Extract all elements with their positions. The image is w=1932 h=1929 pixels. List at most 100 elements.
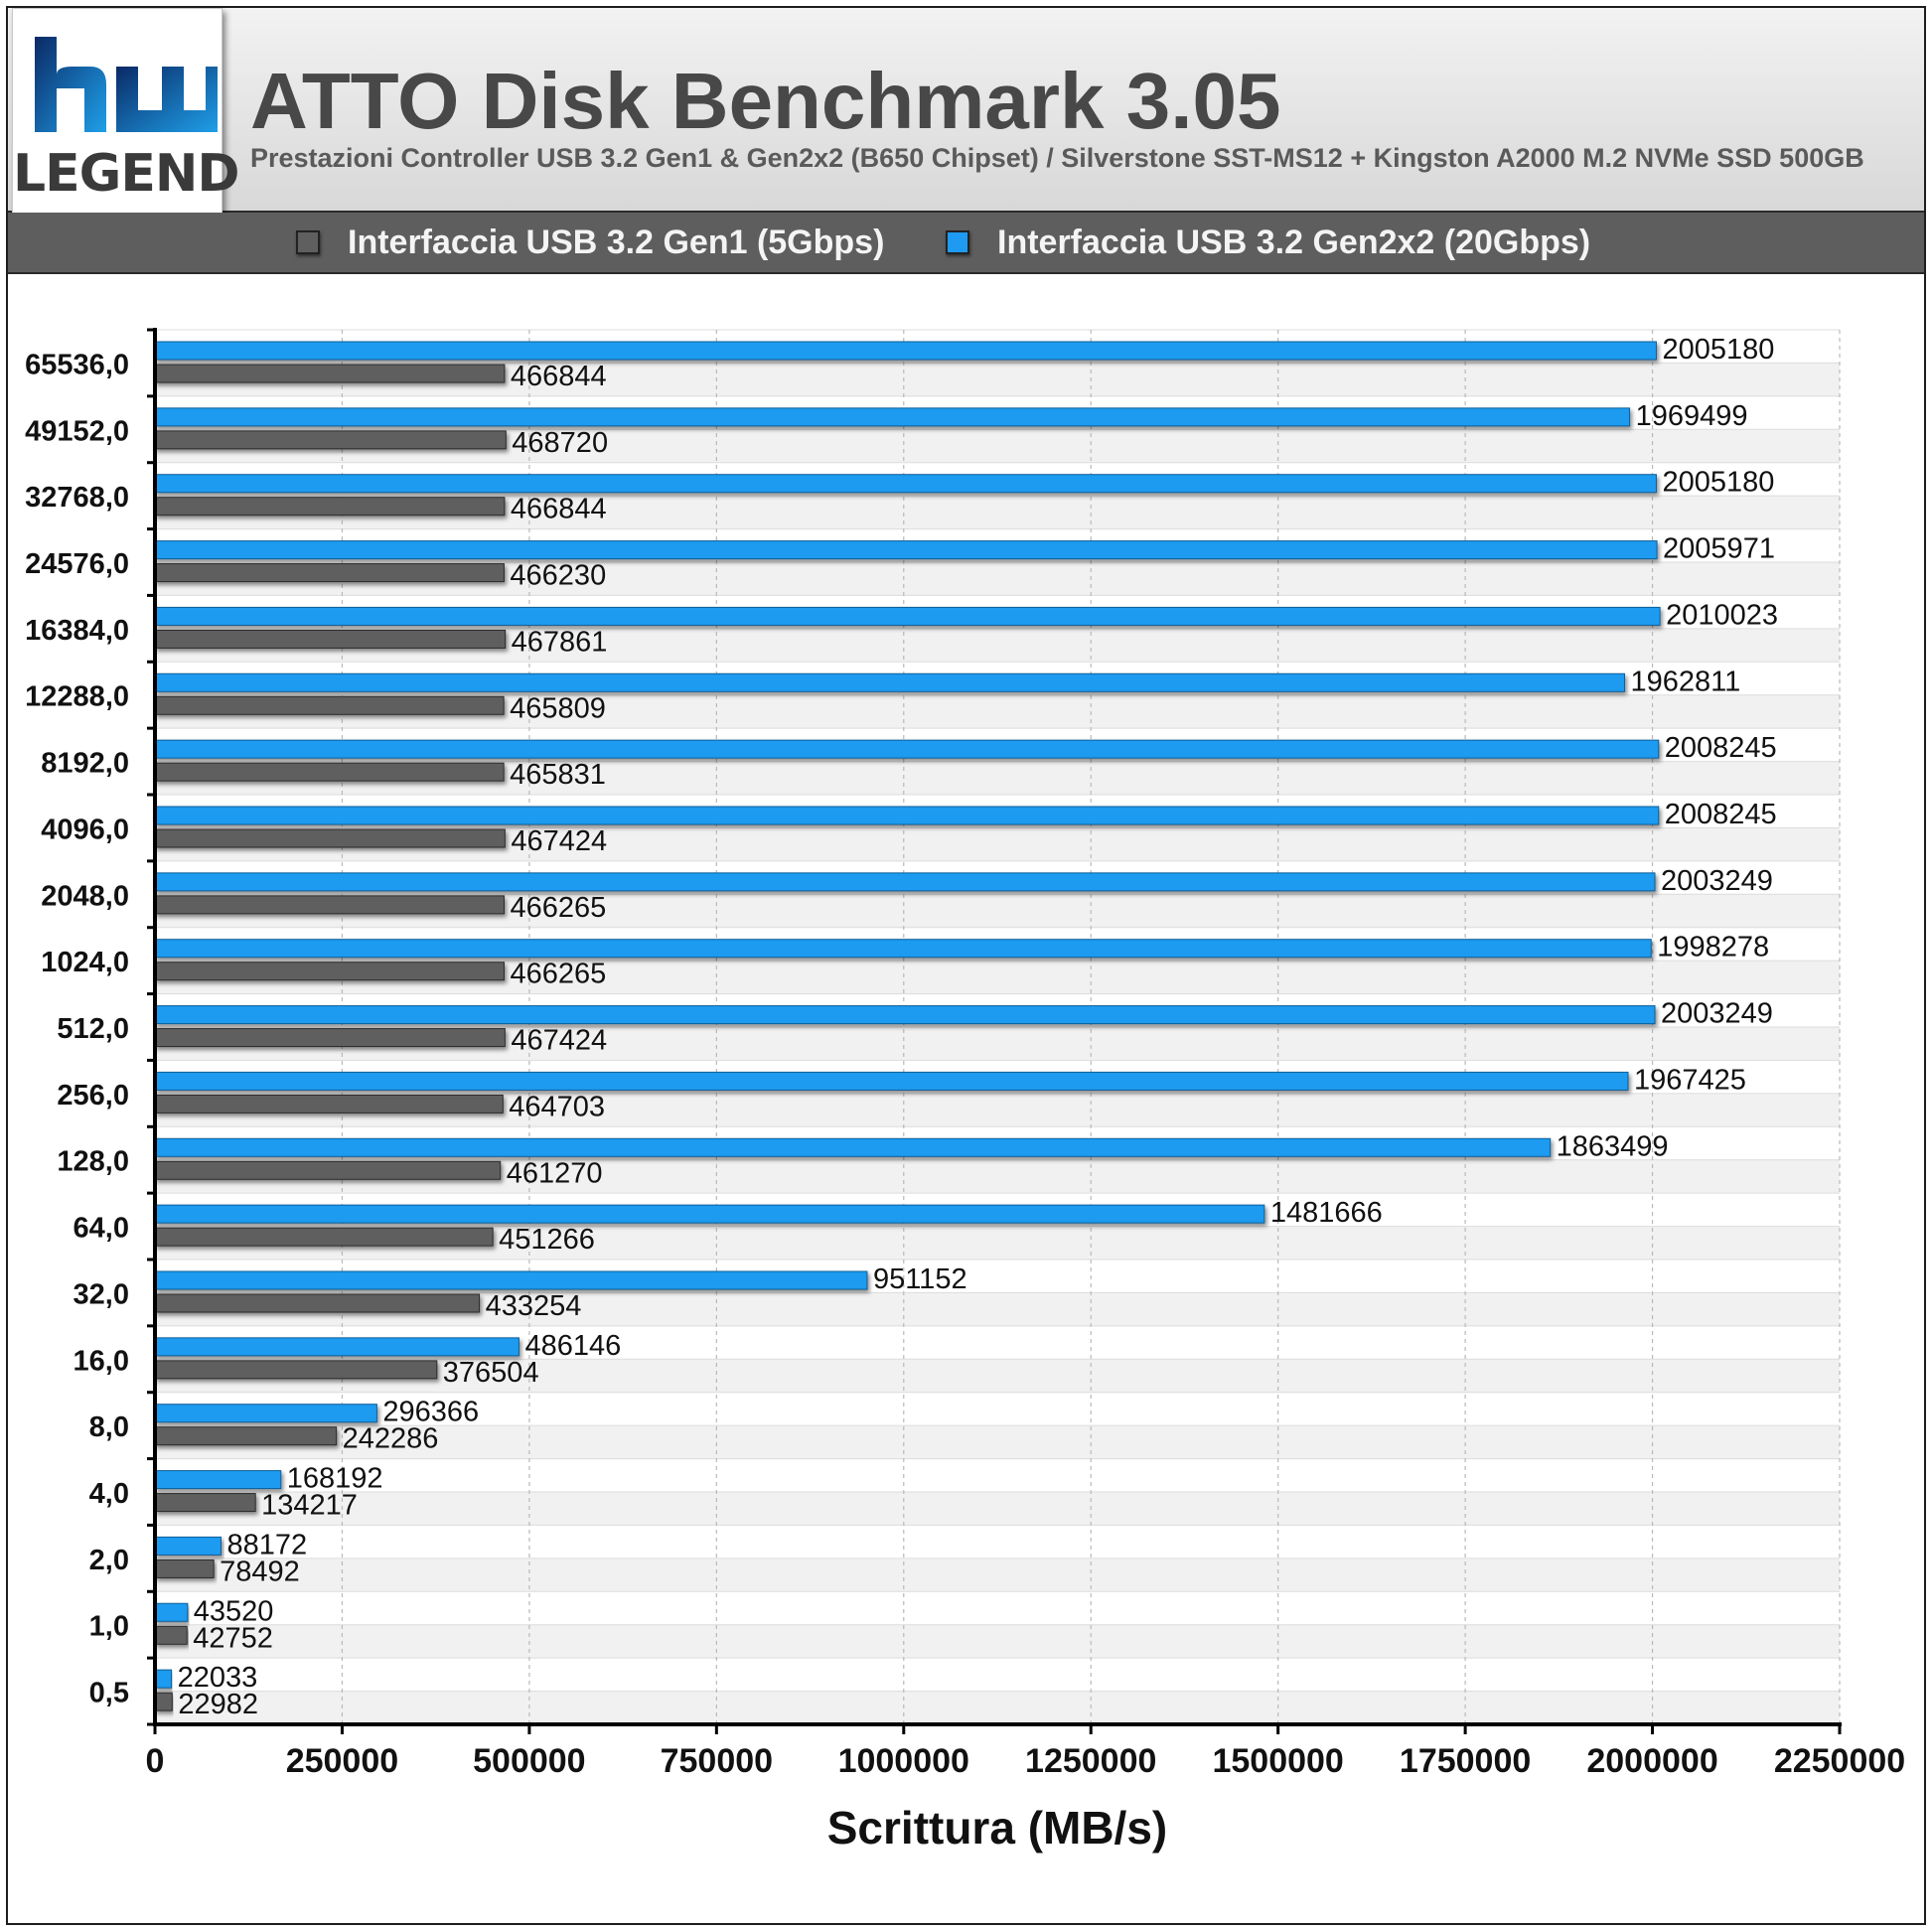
y-tick-label: 1,0 — [89, 1611, 129, 1643]
data-label-gen1: 461270 — [507, 1157, 603, 1189]
data-label-gen1: 466844 — [511, 361, 607, 392]
bar-gen1 — [154, 762, 505, 782]
data-label-gen1: 433254 — [486, 1290, 582, 1322]
bar-gen2x2 — [154, 341, 1657, 361]
bar-gen2x2 — [154, 1005, 1656, 1025]
data-label-gen1: 464703 — [509, 1091, 605, 1122]
data-label-gen2x2: 2005971 — [1663, 533, 1775, 565]
bar-gen2x2 — [154, 1204, 1265, 1224]
bar-gen2x2 — [154, 1602, 189, 1622]
bar-gen2x2 — [154, 1071, 1629, 1091]
bar-gen2x2 — [154, 1669, 173, 1689]
bar-gen2x2 — [154, 474, 1657, 494]
data-label-gen1: 468720 — [512, 427, 608, 459]
plot-band — [155, 1591, 1840, 1625]
bar-gen2x2 — [154, 806, 1660, 825]
bar-gen2x2 — [154, 606, 1661, 626]
bar-gen2x2 — [154, 1536, 222, 1556]
legend-item-gen1: Interfaccia USB 3.2 Gen1 (5Gbps) — [296, 223, 884, 261]
plot-band — [155, 1525, 1840, 1558]
bar-gen1 — [154, 1160, 502, 1180]
data-label-gen2x2: 22033 — [178, 1662, 258, 1694]
legend-swatch-gen1 — [296, 230, 320, 254]
logo-text: LEGEND — [13, 144, 240, 204]
x-tick-label: 250000 — [286, 1742, 398, 1780]
data-label-gen1: 22982 — [178, 1689, 258, 1720]
bar-gen1 — [154, 1293, 481, 1313]
bar-gen2x2 — [154, 739, 1660, 759]
data-label-gen1: 451266 — [499, 1224, 595, 1256]
bar-gen1 — [154, 1692, 173, 1711]
chart-title: ATTO Disk Benchmark 3.05 — [250, 57, 1281, 145]
bar-gen1 — [154, 364, 506, 383]
data-label-gen1: 242286 — [343, 1423, 439, 1455]
bar-gen2x2 — [154, 939, 1652, 959]
y-tick-label: 4,0 — [89, 1478, 129, 1510]
bar-gen1 — [154, 629, 507, 649]
y-tick-label: 2,0 — [89, 1545, 129, 1576]
x-tick-label: 1500000 — [1212, 1742, 1343, 1780]
data-label-gen1: 42752 — [193, 1622, 273, 1654]
data-label-gen2x2: 2005180 — [1662, 467, 1774, 499]
data-label-gen2x2: 43520 — [194, 1595, 274, 1627]
data-label-gen1: 466230 — [510, 560, 606, 592]
bar-gen2x2 — [154, 1404, 377, 1423]
y-tick-label: 2048,0 — [41, 880, 129, 912]
data-label-gen2x2: 486146 — [524, 1330, 621, 1362]
legend: Interfaccia USB 3.2 Gen1 (5Gbps) Interfa… — [8, 213, 1924, 274]
data-label-gen2x2: 1962811 — [1631, 666, 1741, 697]
y-tick-label: 32,0 — [74, 1278, 129, 1310]
bar-gen2x2 — [154, 540, 1658, 560]
data-label-gen1: 376504 — [443, 1357, 539, 1389]
y-tick-label: 4096,0 — [41, 814, 129, 845]
data-label-gen2x2: 2008245 — [1665, 732, 1777, 764]
plot-band — [155, 1458, 1840, 1492]
chart-frame — [6, 6, 1926, 1925]
x-tick-label: 1000000 — [838, 1742, 969, 1780]
plot-band — [155, 1492, 1840, 1526]
data-label-gen1: 78492 — [220, 1556, 300, 1587]
y-tick-label: 24576,0 — [25, 548, 129, 580]
data-label-gen1: 467861 — [512, 626, 608, 658]
y-tick-label: 256,0 — [57, 1080, 129, 1112]
x-tick-label: 2250000 — [1774, 1742, 1905, 1780]
data-label-gen2x2: 1998278 — [1657, 932, 1769, 964]
y-tick-label: 32768,0 — [25, 482, 129, 514]
x-axis-title: Scrittura (MB/s) — [827, 1802, 1167, 1854]
data-label-gen2x2: 1969499 — [1636, 400, 1748, 432]
y-tick-label: 64,0 — [74, 1213, 129, 1245]
data-label-gen1: 134217 — [261, 1490, 358, 1522]
y-tick-label: 8192,0 — [41, 748, 129, 780]
y-tick-label: 16384,0 — [25, 615, 129, 647]
y-tick-label: 49152,0 — [25, 415, 129, 447]
x-tick-label: 0 — [146, 1742, 165, 1780]
data-label-gen1: 466265 — [510, 959, 606, 990]
legend-label-gen2x2: Interfaccia USB 3.2 Gen2x2 (20Gbps) — [997, 223, 1591, 261]
bar-gen1 — [154, 962, 505, 981]
bar-gen2x2 — [154, 872, 1656, 892]
x-tick-label: 750000 — [661, 1742, 773, 1780]
site-logo: LEGEND — [12, 8, 240, 219]
data-label-gen1: 465809 — [510, 692, 606, 724]
legend-swatch-gen2x2 — [946, 230, 969, 254]
y-tick-label: 1024,0 — [41, 947, 129, 978]
data-label-gen2x2: 2005180 — [1662, 334, 1774, 366]
data-label-gen2x2: 1967425 — [1634, 1064, 1746, 1096]
data-label-gen2x2: 951152 — [873, 1263, 967, 1295]
bar-gen1 — [154, 563, 505, 583]
data-label-gen2x2: 2003249 — [1661, 865, 1773, 897]
plot-band — [155, 1658, 1840, 1692]
data-label-gen2x2: 2003249 — [1661, 998, 1773, 1030]
plot-band — [155, 1691, 1840, 1724]
bar-gen1 — [154, 1493, 256, 1513]
x-tick-label: 1750000 — [1400, 1742, 1531, 1780]
plot-band — [155, 1392, 1840, 1426]
logo-mark-icon — [35, 37, 218, 132]
chart-subtitle: Prestazioni Controller USB 3.2 Gen1 & Ge… — [250, 143, 1864, 173]
bar-gen1 — [154, 497, 506, 517]
y-tick-label: 512,0 — [57, 1013, 129, 1045]
data-label-gen2x2: 168192 — [287, 1463, 383, 1495]
data-label-gen1: 466844 — [511, 494, 607, 525]
data-label-gen1: 467424 — [511, 1025, 607, 1057]
